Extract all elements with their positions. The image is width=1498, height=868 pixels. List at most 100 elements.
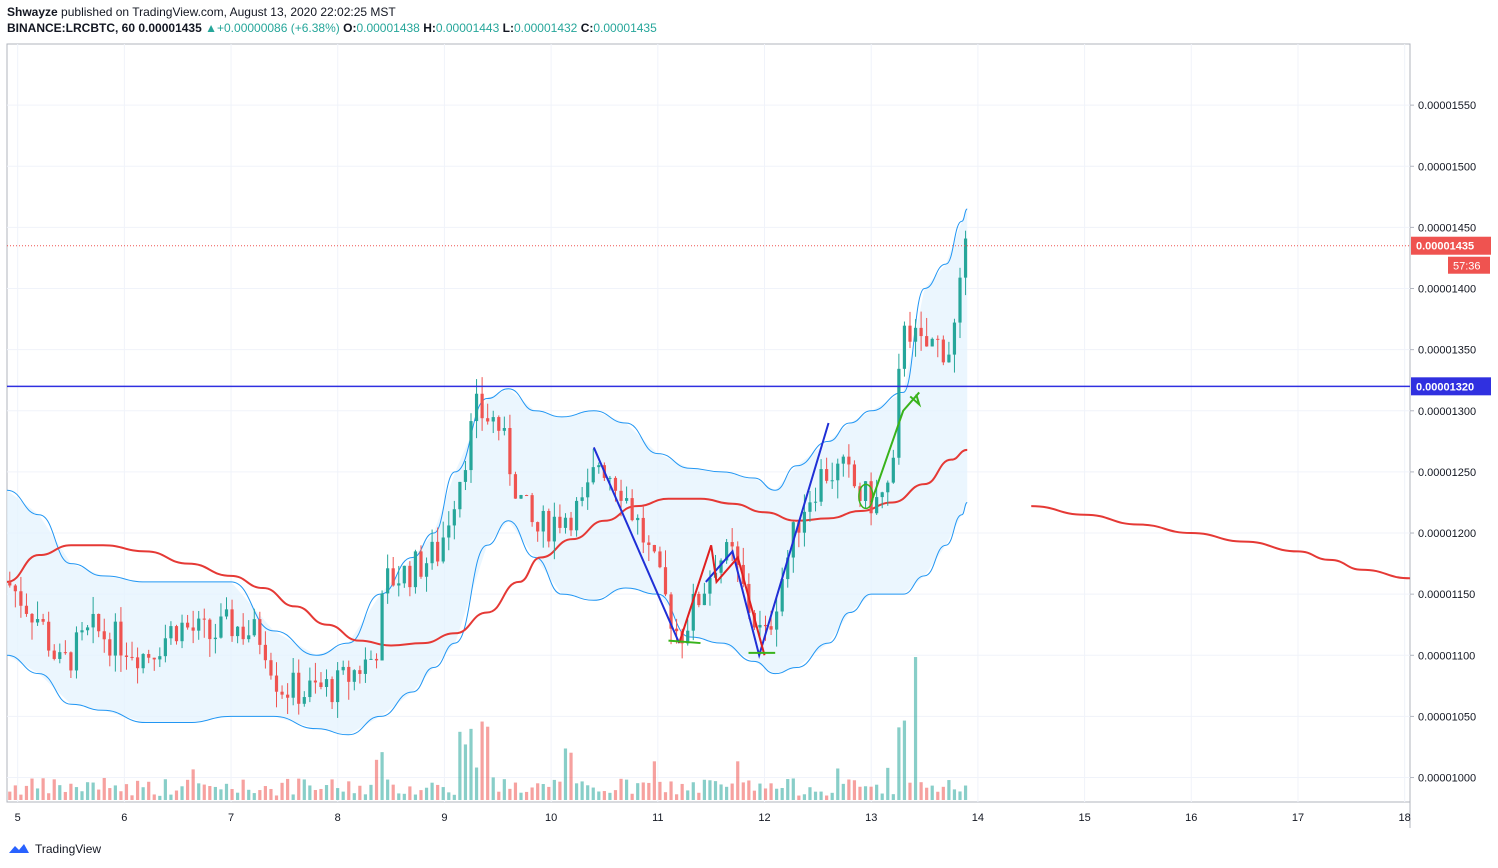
volume-bar	[541, 784, 545, 800]
candle-body	[24, 605, 29, 614]
volume-bar	[691, 782, 695, 800]
candle-body	[108, 639, 112, 656]
volume-bar	[536, 783, 540, 800]
candle-body	[441, 537, 445, 562]
volume-bar	[825, 795, 829, 800]
volume-bar	[602, 791, 606, 800]
volume-bar	[191, 769, 195, 800]
candle-body	[558, 516, 562, 528]
lower-band-line	[6, 501, 968, 736]
volume-bar	[902, 720, 907, 800]
volume-bar	[280, 782, 284, 800]
volume-bar	[736, 761, 740, 800]
volume-bar	[219, 789, 223, 800]
candle-body	[280, 691, 284, 695]
candle-body	[302, 697, 306, 704]
volume-bar	[880, 793, 884, 800]
volume-bar	[936, 791, 940, 800]
candle-body	[174, 626, 179, 642]
candle-body	[702, 593, 706, 606]
candle-body	[436, 541, 440, 562]
footer-brand[interactable]: TradingView	[8, 842, 101, 856]
candle-body	[347, 666, 351, 682]
volume-bar	[124, 784, 129, 800]
volume-bar	[552, 779, 556, 800]
volume-bar	[747, 780, 751, 800]
candle-body	[397, 583, 401, 586]
volume-bar	[41, 778, 45, 800]
symbol-label[interactable]: BINANCE:LRCBTC, 60	[7, 21, 136, 35]
candle-body	[291, 672, 295, 698]
volume-bar	[463, 744, 468, 800]
volume-bar	[330, 779, 334, 800]
candle-body	[202, 618, 206, 620]
volume-bar	[574, 783, 579, 800]
volume-bar	[713, 781, 718, 800]
volume-bar	[630, 793, 634, 800]
candle-body	[319, 682, 323, 687]
candle-body	[230, 609, 234, 637]
volume-bar	[30, 778, 34, 800]
volume-bar	[391, 784, 395, 800]
x-tick-label: 11	[652, 812, 663, 824]
candle-body	[336, 670, 340, 703]
ma-line	[6, 448, 968, 647]
green-support-segment	[668, 639, 701, 645]
candle-body	[102, 631, 106, 640]
candle-body	[474, 393, 479, 422]
candle-body	[452, 509, 456, 526]
candle-body	[369, 658, 373, 660]
candle-body	[730, 542, 734, 547]
last-price-label: 0.00001435	[1416, 241, 1474, 253]
countdown-label: 57:36	[1453, 261, 1481, 273]
volume-bar	[352, 793, 356, 800]
volume-bar	[930, 785, 934, 800]
volume-bar	[941, 786, 945, 800]
candle-body	[547, 510, 551, 542]
volume-bar	[675, 794, 679, 800]
volume-bar	[336, 788, 340, 800]
candle-body	[508, 427, 512, 475]
volume-bar	[402, 793, 406, 800]
volume-bar	[97, 789, 101, 800]
candle-body	[786, 557, 790, 580]
volume-bar	[580, 781, 584, 800]
volume-bar	[947, 780, 951, 800]
candle-body	[80, 630, 84, 633]
candle-body	[652, 544, 656, 552]
volume-bar	[163, 779, 167, 800]
candle-body	[541, 510, 545, 532]
candle-body	[686, 630, 690, 644]
open-value: 0.00001438	[356, 21, 420, 35]
candle-body	[402, 565, 406, 584]
volume-bar	[241, 779, 245, 800]
candle-body	[808, 502, 812, 512]
published-text: published on TradingView.com, August 13,…	[61, 5, 396, 19]
candle-body	[352, 670, 356, 682]
upper-band-line	[6, 208, 968, 656]
candle-body	[858, 486, 862, 502]
volume-bar	[480, 721, 484, 800]
author-name[interactable]: Shwayze	[7, 5, 58, 19]
candle-body	[941, 339, 945, 363]
candle-body	[524, 495, 529, 497]
candle-body	[324, 679, 329, 687]
resistance-label-bg	[1411, 377, 1491, 396]
candle-body	[563, 517, 568, 528]
candle-body	[669, 594, 673, 629]
volume-bar	[8, 791, 12, 800]
x-tick-label: 13	[865, 812, 877, 824]
volume-bar	[347, 781, 351, 800]
volume-bar	[152, 794, 156, 800]
candle-body	[586, 482, 590, 498]
candle-body	[41, 619, 45, 622]
volume-bar	[963, 785, 968, 800]
chart-axes: 0.00001000 0.00001050 0.00001100 0.00001150…	[15, 100, 1477, 824]
volume-bar	[13, 785, 17, 800]
low-label: L:	[502, 21, 514, 35]
candle-body	[608, 477, 612, 479]
candle-body	[147, 654, 151, 658]
candle-body	[380, 593, 384, 661]
volume-bar	[863, 786, 868, 800]
